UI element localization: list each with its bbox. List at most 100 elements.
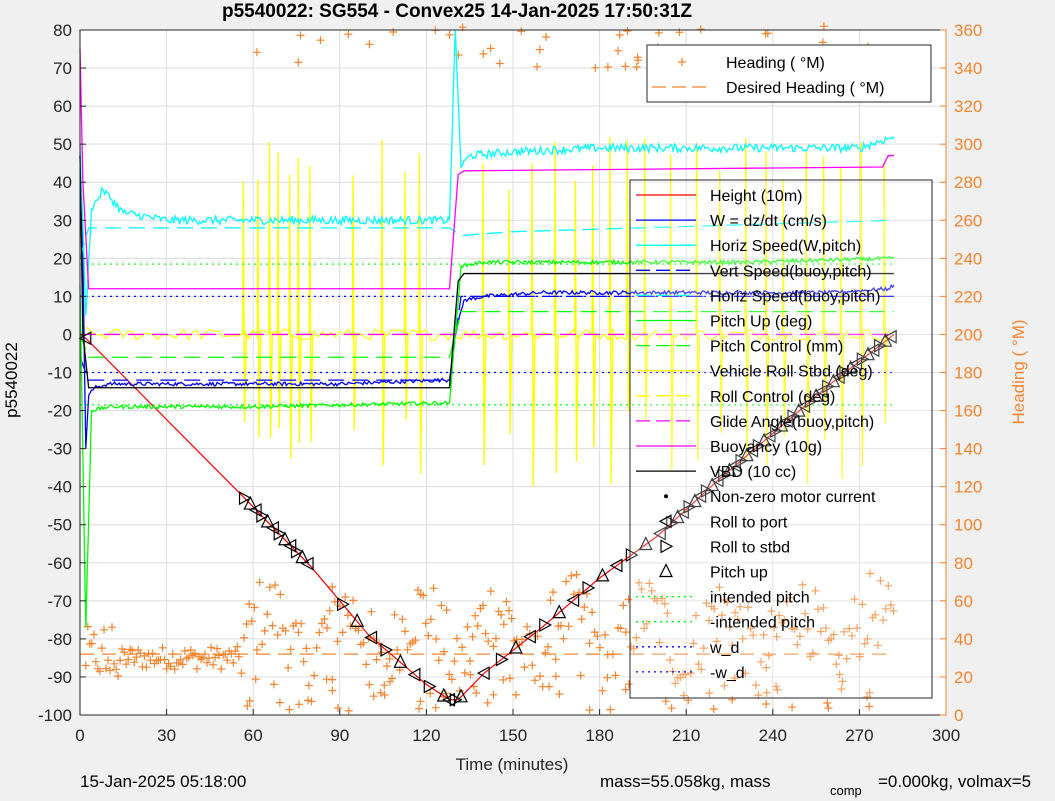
roll-pitch-marker: [449, 692, 463, 707]
roll-pitch-marker: [652, 526, 666, 541]
roll-pitch-marker: [380, 642, 394, 657]
roll-spike: [608, 137, 614, 485]
roll-pitch-marker: [752, 438, 766, 453]
roll-pitch-marker: [874, 338, 887, 353]
roll-pitch-marker: [508, 639, 523, 654]
y-tick-label-left: -70: [47, 592, 72, 611]
y-tick-label-right: 240: [954, 249, 982, 268]
legend-swatch: [658, 514, 672, 529]
legend-label: Height (10m): [710, 188, 802, 205]
roll-pitch-marker: [539, 617, 553, 633]
y-tick-label-left: -40: [47, 478, 72, 497]
roll-pitch-marker: [248, 502, 262, 518]
y-tick-label-right: 320: [954, 97, 982, 116]
legend-label: Glide Angle(buoy,pitch): [710, 414, 874, 431]
y-tick-label-left: 10: [53, 287, 72, 306]
roll-pitch-marker: [476, 666, 490, 681]
roll-spike: [276, 152, 282, 428]
legend-label: VBD (10 cc): [710, 464, 796, 481]
roll-spike: [351, 175, 357, 431]
legend-label: Vehicle Roll Stbd (deg): [710, 364, 873, 381]
legend-entry: -w_d: [636, 665, 745, 682]
roll-pitch-marker: [676, 505, 689, 520]
roll-pitch-marker: [722, 462, 737, 477]
legend-entry: Desired Heading ( °M): [652, 80, 884, 97]
legend-top: Heading ( °M) Desired Heading ( °M): [646, 44, 932, 103]
roll-pitch-marker: [822, 379, 835, 394]
roll-pitch-marker: [552, 604, 567, 619]
legend-label: Pitch Up (deg): [710, 314, 812, 331]
legend-entry: Glide Angle(buoy,pitch): [636, 414, 874, 431]
roll-pitch-marker: [243, 495, 258, 510]
legend-entry: Height (10m): [636, 188, 802, 205]
roll-pitch-marker: [804, 394, 818, 409]
roll-pitch-marker: [745, 443, 759, 458]
legend-entry: W = dz/dt (cm/s): [636, 213, 827, 230]
x-tick-label: 180: [585, 726, 613, 745]
series-line: [79, 49, 895, 290]
roll-pitch-marker: [364, 630, 378, 645]
legend-entry: Buoyancy (10g): [636, 439, 822, 456]
roll-pitch-marker: [283, 538, 297, 553]
roll-pitch-marker: [260, 513, 275, 528]
y-tick-label-left: 20: [53, 249, 72, 268]
roll-pitch-marker: [735, 453, 749, 468]
legend-label: Buoyancy (10g): [710, 439, 822, 456]
y-tick-label-right: 80: [954, 554, 973, 573]
roll-pitch-marker: [638, 536, 653, 551]
legend-label: -intended pitch: [710, 615, 815, 632]
legend-label: w_d: [709, 640, 739, 657]
legend-entry: -intended pitch: [636, 615, 815, 632]
y-tick-label-right: 300: [954, 135, 982, 154]
roll-pitch-marker: [566, 593, 580, 608]
y-tick-label-left: -80: [47, 630, 72, 649]
roll-pitch-marker: [791, 402, 806, 417]
legend-entry: Roll to port: [658, 514, 788, 531]
roll-pitch-marker: [495, 652, 509, 667]
series-line: [79, 155, 895, 449]
y-tick-label-left: -10: [47, 364, 72, 383]
y-tick-label-right: 40: [954, 630, 973, 649]
legend-label: Roll to stbd: [710, 539, 790, 556]
roll-pitch-marker: [454, 688, 469, 703]
roll-pitch-marker: [831, 370, 845, 385]
heading-markers: [81, 22, 898, 715]
roll-pitch-marker: [687, 493, 702, 508]
footer-time: 15-Jan-2025 05:18:00: [80, 772, 247, 791]
legend-entry: Non-zero motor current: [664, 489, 876, 506]
heading-series: [81, 22, 898, 715]
roll-pitch-marker: [670, 509, 685, 524]
x-tick-label: 90: [330, 726, 349, 745]
legend-main-box: [629, 179, 933, 699]
legend-label: Desired Heading ( °M): [726, 80, 884, 97]
legend-main: Height (10m) W = dz/dt (cm/s) Horiz Speed(…: [629, 179, 933, 699]
roll-pitch-marker: [295, 549, 310, 564]
legend-top-box: [646, 44, 932, 103]
legend-label: Pitch up: [710, 565, 768, 582]
roll-pitch-marker: [839, 365, 853, 380]
roll-pitch-marker: [878, 332, 893, 347]
roll-pitch-marker: [436, 687, 451, 702]
footer-comp-sub: comp: [830, 783, 862, 798]
roll-spike: [574, 180, 579, 462]
roll-spike: [481, 163, 487, 465]
legend-label: Non-zero motor current: [710, 489, 876, 506]
roll-pitch-marker: [693, 489, 707, 504]
legend-swatch: [664, 494, 668, 499]
roll-spike: [256, 179, 262, 438]
roll-pitch-marker: [273, 526, 287, 541]
roll-spike: [839, 167, 845, 479]
roll-pitch-marker: [300, 556, 314, 571]
roll-pitch-marker: [856, 352, 870, 367]
x-tick-label: 120: [412, 726, 440, 745]
legend-label: intended pitch: [710, 590, 810, 607]
y-axis-label-left: p5540022: [2, 342, 21, 418]
legend-swatch: [678, 58, 686, 66]
y-tick-label-left: -30: [47, 440, 72, 459]
roll-pitch-marker: [442, 692, 456, 707]
roll-pitch-marker: [625, 547, 639, 562]
y-tick-label-right: 180: [954, 364, 982, 383]
roll-pitch-marker: [814, 384, 828, 399]
x-tick-label: 60: [244, 726, 263, 745]
